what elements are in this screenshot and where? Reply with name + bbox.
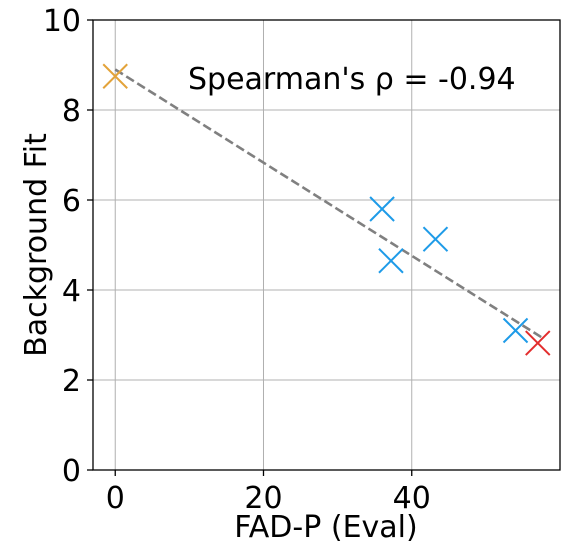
data-points: [102, 63, 551, 356]
data-point-marker: [378, 248, 404, 274]
x-tick-label: 20: [244, 481, 282, 516]
y-tick-label: 0: [62, 454, 81, 489]
data-point-marker: [369, 196, 395, 222]
plot-area-frame: [92, 19, 561, 471]
trend-line: [114, 68, 543, 339]
data-point-marker: [525, 330, 551, 356]
y-tick-label: 2: [62, 364, 81, 399]
y-tick-label: 4: [62, 274, 81, 309]
x-tick-label: 40: [393, 481, 431, 516]
y-tick-label: 8: [62, 94, 81, 129]
y-axis-label: Background Fit: [19, 133, 54, 357]
data-point-marker: [422, 226, 449, 252]
spearman-annotation: Spearman's ρ = -0.94: [188, 62, 516, 97]
axis-ticks: 0 20 40 0 2 4 6 8 10: [43, 4, 431, 516]
y-tick-label: 10: [43, 4, 81, 39]
y-tick-label: 6: [62, 184, 81, 219]
x-axis-label: FAD-P (Eval): [234, 510, 417, 545]
data-point-marker: [502, 317, 529, 344]
trend-line-layer: [114, 68, 543, 339]
x-tick-label: 0: [106, 481, 125, 516]
data-point-marker: [102, 63, 128, 89]
